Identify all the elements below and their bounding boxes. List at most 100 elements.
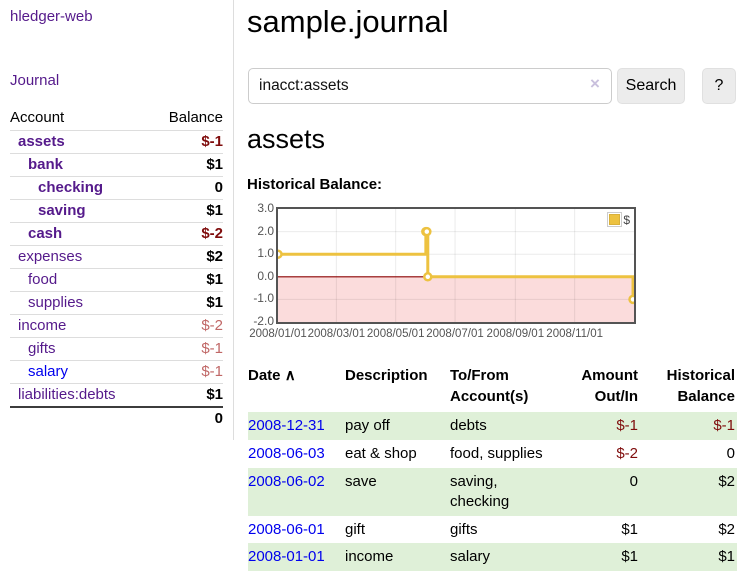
date-column-header[interactable]: Date ∧ — [248, 367, 296, 384]
account-link[interactable]: assets — [18, 133, 65, 150]
chart-title: Historical Balance: — [247, 176, 383, 193]
account-link[interactable]: salary — [28, 363, 69, 380]
table-row: 2008-01-01 income salary $1 $1 — [248, 543, 737, 572]
account-column-header: Account — [10, 109, 65, 126]
balance-column-header: Balance — [168, 109, 223, 126]
register-table: Date ∧ Description To/From Account(s) Am… — [248, 363, 737, 572]
account-link[interactable]: gifts — [28, 340, 56, 357]
y-axis-tick-label: 1.0 — [257, 246, 274, 261]
transaction-description: save — [345, 472, 377, 490]
y-axis-tick-label: -2.0 — [253, 314, 274, 328]
amount-column-header: Amount Out/In — [581, 367, 638, 405]
y-axis-tick-label: 3.0 — [257, 201, 274, 215]
account-row: checking 0 — [10, 176, 223, 200]
transaction-date-link[interactable]: 2008-01-01 — [248, 548, 325, 566]
help-button[interactable]: ? — [702, 68, 736, 104]
transaction-date-link[interactable]: 2008-12-31 — [248, 417, 325, 435]
transaction-description: gift — [345, 520, 366, 538]
account-row: income $-2 — [10, 314, 223, 338]
sidebar-item-journal[interactable]: Journal — [10, 72, 60, 89]
account-row: gifts $-1 — [10, 337, 223, 361]
transaction-accounts: debts — [450, 417, 487, 435]
account-balance: $-2 — [150, 314, 223, 338]
chart-plot-area: $ — [276, 207, 636, 324]
account-link[interactable]: bank — [28, 156, 64, 173]
sidebar-divider — [233, 0, 234, 440]
register-header-row: Date ∧ Description To/From Account(s) Am… — [248, 363, 737, 412]
account-balance: $1 — [150, 153, 223, 177]
transaction-balance: $1 — [718, 548, 735, 566]
transaction-balance: $-1 — [713, 417, 735, 435]
balance-column-header-register: Historical Balance — [666, 367, 735, 405]
account-row: liabilities:debts $1 — [10, 383, 223, 407]
accounts-balance-table: Account Balance assets $-1 bank $1 checking 0… — [10, 106, 223, 430]
account-row: cash $-2 — [10, 222, 223, 246]
transaction-amount: $-1 — [616, 417, 638, 435]
transaction-date-link[interactable]: 2008-06-03 — [248, 445, 325, 463]
account-row: supplies $1 — [10, 291, 223, 315]
account-link[interactable]: expenses — [18, 248, 83, 265]
transaction-date-link[interactable]: 2008-06-02 — [248, 472, 325, 490]
description-column-header: Description — [345, 367, 428, 384]
account-balance: $-1 — [150, 130, 223, 154]
historical-balance-chart: 3.0 2.0 1.0 0.0 -1.0 -2.0 $ 2008/01/01 2008/03… — [240, 201, 740, 345]
clear-search-icon[interactable]: × — [590, 74, 600, 93]
account-row: saving $1 — [10, 199, 223, 223]
accounts-total-row: 0 — [10, 406, 223, 430]
table-row: 2008-12-31 pay off debts $-1 $-1 — [248, 412, 737, 441]
y-axis-tick-label: -1.0 — [253, 291, 274, 306]
transaction-accounts: saving, checking — [450, 472, 510, 510]
account-link[interactable]: saving — [38, 202, 86, 219]
account-balance: $2 — [150, 245, 223, 269]
account-row: food $1 — [10, 268, 223, 292]
transaction-description: pay off — [345, 417, 390, 435]
account-balance: $1 — [150, 268, 223, 292]
x-axis-tick-label: 2008/05/01 — [366, 328, 425, 340]
table-row: 2008-06-03 eat & shop food, supplies $-2 0 — [248, 440, 737, 468]
transaction-amount: 0 — [629, 472, 638, 490]
y-axis-tick-label: 2.0 — [257, 223, 274, 238]
transaction-amount: $-2 — [616, 445, 638, 463]
transaction-amount: $1 — [621, 520, 638, 538]
account-link[interactable]: supplies — [28, 294, 84, 311]
transaction-description: eat & shop — [345, 445, 417, 463]
x-axis-tick-label: 2008/07/01 — [426, 328, 484, 340]
transaction-balance: 0 — [726, 445, 735, 463]
y-axis-tick-label: 0.0 — [257, 268, 274, 283]
account-section-title: assets — [247, 124, 326, 154]
account-balance: $1 — [150, 199, 223, 223]
transaction-description: income — [345, 548, 394, 566]
x-axis-tick-label: 2008/09/01 — [486, 328, 545, 340]
accounts-total-spacer — [10, 406, 151, 430]
account-link[interactable]: cash — [28, 225, 63, 242]
transaction-balance: $2 — [718, 520, 735, 538]
page-title: sample.journal — [247, 4, 449, 39]
transaction-accounts: food, supplies — [450, 445, 543, 463]
account-balance: $1 — [150, 291, 223, 315]
transaction-balance: $2 — [718, 472, 735, 490]
x-axis-tick-label: 2008/11/01 — [546, 328, 603, 340]
app-title-link[interactable]: hledger-web — [10, 8, 93, 25]
x-axis-tick-label: 2008/03/01 — [307, 328, 366, 340]
search-button[interactable]: Search — [617, 68, 685, 104]
account-balance: $-1 — [150, 360, 223, 384]
sort-ascending-icon[interactable]: ∧ — [284, 367, 296, 384]
accounts-column-header: To/From Account(s) — [450, 367, 529, 405]
account-balance: 0 — [150, 176, 223, 200]
account-link[interactable]: liabilities:debts — [18, 386, 116, 403]
account-link[interactable]: income — [18, 317, 67, 334]
account-balance: $1 — [150, 383, 223, 407]
account-row: salary $-1 — [10, 360, 223, 384]
transaction-accounts: salary — [450, 548, 491, 566]
account-link[interactable]: food — [28, 271, 58, 288]
x-axis-tick-label: 2008/01/01 — [249, 328, 307, 340]
search-input[interactable] — [248, 68, 612, 104]
account-row: bank $1 — [10, 153, 223, 177]
account-row: assets $-1 — [10, 130, 223, 154]
table-row: 2008-06-01 gift gifts $1 $2 — [248, 516, 737, 544]
account-row: expenses $2 — [10, 245, 223, 269]
accounts-total-value: 0 — [150, 406, 223, 430]
account-link[interactable]: checking — [38, 179, 104, 196]
transaction-date-link[interactable]: 2008-06-01 — [248, 520, 325, 538]
account-balance: $-1 — [150, 337, 223, 361]
